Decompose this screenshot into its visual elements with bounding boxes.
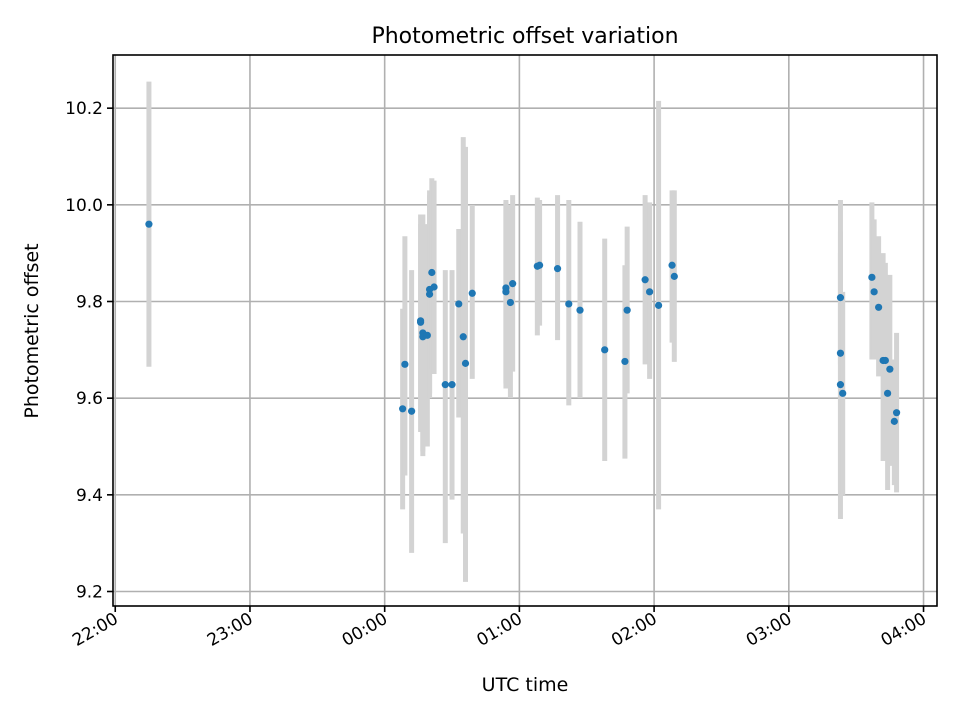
x-tick-label: 01:00 bbox=[473, 609, 525, 651]
data-point bbox=[839, 389, 847, 397]
y-axis-label: Photometric offset bbox=[21, 243, 43, 418]
data-point bbox=[461, 359, 470, 367]
data-point bbox=[448, 381, 456, 389]
data-point bbox=[145, 220, 153, 228]
data-point bbox=[670, 272, 678, 280]
data-point bbox=[881, 356, 889, 365]
data-point bbox=[430, 283, 438, 291]
x-axis-ticks: 22:00 23:00 00:00 01:00 02:00 03:00 04:00 bbox=[69, 606, 930, 651]
data-point bbox=[892, 409, 901, 417]
data-point bbox=[641, 276, 649, 284]
data-point bbox=[423, 331, 431, 339]
data-point bbox=[870, 288, 878, 296]
data-point bbox=[565, 300, 573, 308]
data-point bbox=[455, 300, 463, 308]
data-point bbox=[668, 261, 676, 269]
data-point bbox=[836, 381, 845, 389]
chart-title: Photometric offset variation bbox=[371, 24, 678, 49]
data-point bbox=[509, 280, 517, 288]
x-tick-label: 03:00 bbox=[743, 609, 795, 651]
data-points bbox=[145, 220, 901, 425]
x-tick-label: 04:00 bbox=[878, 609, 930, 651]
data-point bbox=[836, 349, 845, 357]
data-point bbox=[416, 317, 425, 325]
data-point bbox=[502, 288, 510, 296]
data-point bbox=[408, 407, 416, 415]
data-point bbox=[654, 301, 663, 309]
y-tick-label: 9.4 bbox=[76, 486, 103, 506]
x-tick-label: 23:00 bbox=[204, 609, 256, 651]
data-point bbox=[399, 405, 407, 413]
data-point bbox=[621, 357, 629, 366]
data-point bbox=[459, 333, 467, 341]
x-tick-label: 00:00 bbox=[339, 609, 391, 651]
data-point bbox=[468, 289, 476, 297]
y-tick-label: 10.0 bbox=[65, 196, 103, 216]
data-point bbox=[884, 389, 892, 397]
data-point bbox=[553, 265, 562, 273]
x-axis-label: UTC time bbox=[482, 674, 569, 696]
y-tick-label: 9.2 bbox=[76, 583, 103, 603]
data-point bbox=[506, 298, 515, 307]
data-point bbox=[886, 365, 894, 373]
y-axis-ticks: 9.2 9.4 9.6 9.8 10.0 10.2 bbox=[65, 99, 113, 603]
data-point bbox=[601, 346, 609, 354]
y-tick-label: 9.6 bbox=[76, 389, 103, 409]
x-tick-label: 02:00 bbox=[608, 609, 660, 651]
data-point bbox=[646, 288, 654, 296]
data-point bbox=[890, 417, 898, 425]
grid-lines bbox=[113, 55, 937, 606]
error-bars bbox=[146, 81, 900, 582]
data-point bbox=[576, 306, 584, 314]
data-point bbox=[428, 268, 436, 277]
data-point bbox=[836, 294, 845, 302]
y-tick-label: 10.2 bbox=[65, 99, 103, 119]
data-point bbox=[535, 261, 544, 269]
y-tick-label: 9.8 bbox=[76, 293, 103, 313]
data-point bbox=[441, 381, 449, 389]
data-point bbox=[875, 303, 883, 311]
data-point bbox=[425, 290, 434, 298]
data-point bbox=[868, 273, 876, 281]
plot-frame bbox=[112, 54, 938, 607]
data-point bbox=[623, 306, 631, 314]
data-point bbox=[401, 360, 409, 368]
x-tick-label: 22:00 bbox=[69, 609, 121, 651]
